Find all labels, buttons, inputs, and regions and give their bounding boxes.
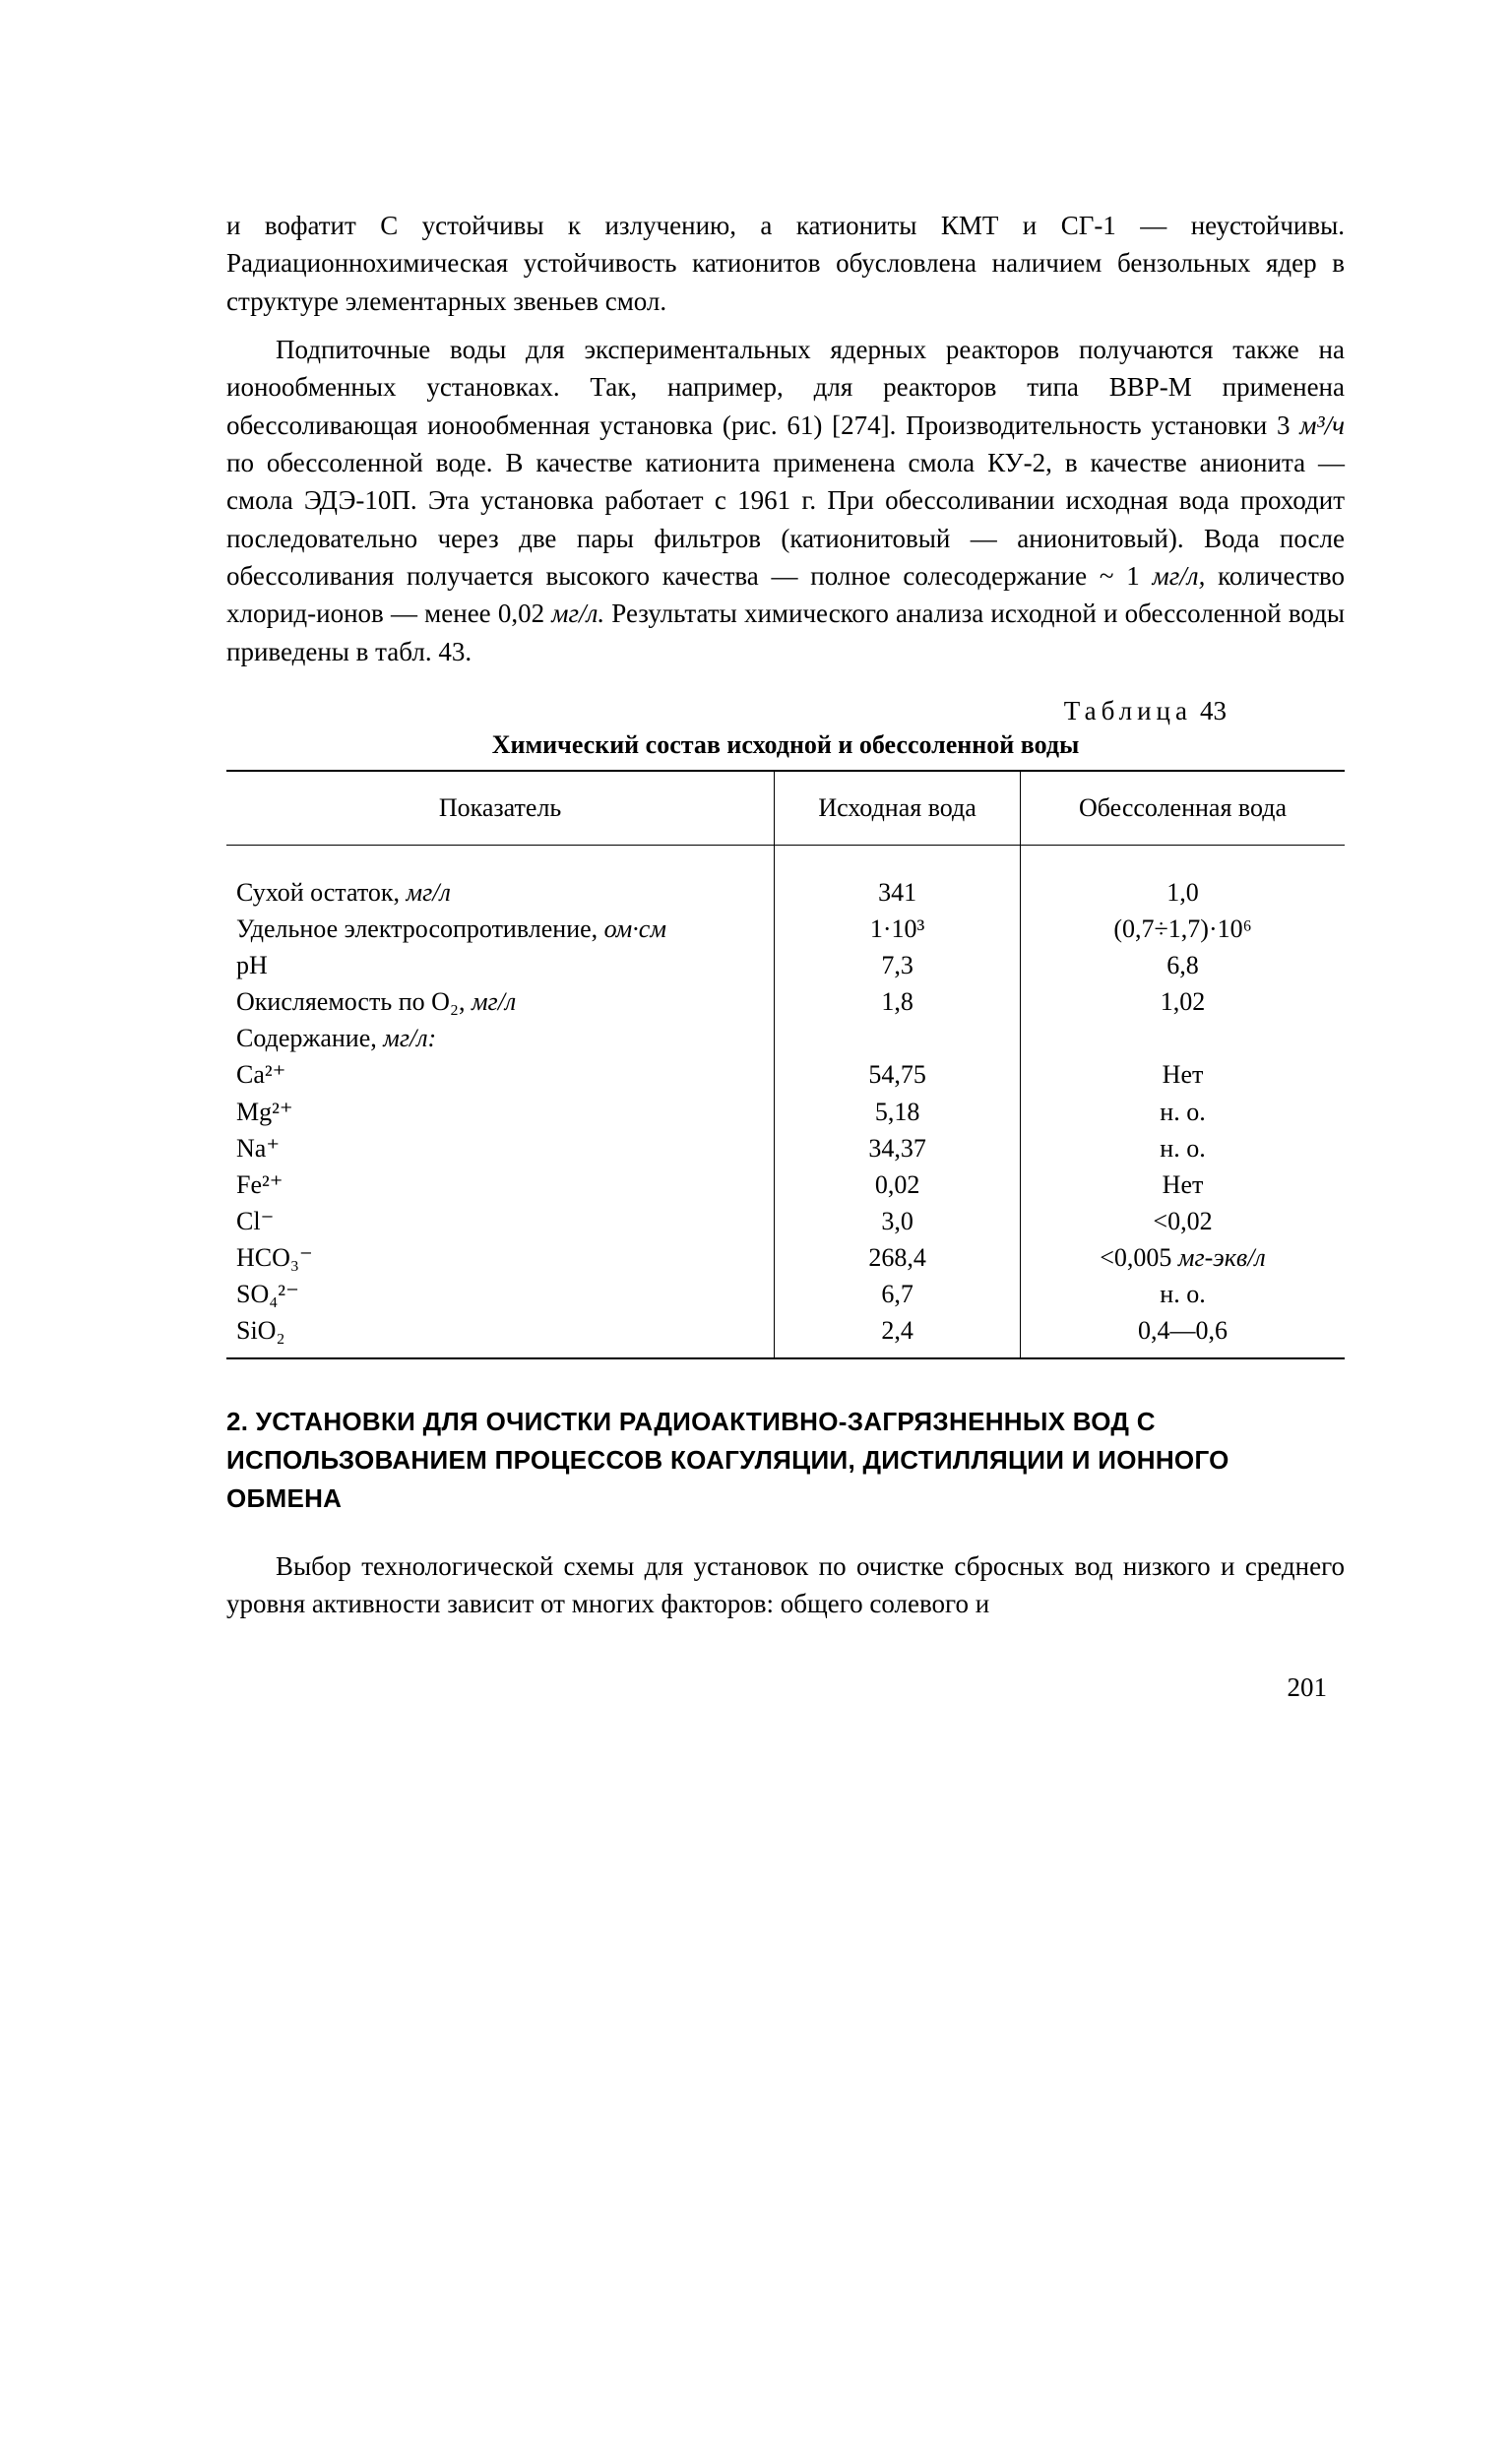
cell-source-water: 6,7	[775, 1276, 1021, 1312]
cell-source-water: 1,8	[775, 983, 1021, 1020]
cell-source-water: 3,0	[775, 1203, 1021, 1239]
cell-source-water	[775, 1020, 1021, 1056]
cell-indicator: SiO₂	[226, 1312, 775, 1358]
cell-source-water: 54,75	[775, 1056, 1021, 1093]
cell-indicator: Удельное электросопротивление, ом·см	[226, 911, 775, 947]
p2-unit-1: м³/ч	[1299, 410, 1345, 440]
cell-indicator: Na⁺	[226, 1130, 775, 1166]
cell-source-water: 341	[775, 845, 1021, 911]
table-row: HCO₃⁻268,4<0,005 мг-экв/л	[226, 1239, 1345, 1276]
cell-desalted-water: Нет	[1021, 1166, 1345, 1203]
page-number: 201	[226, 1672, 1345, 1703]
col-header-3: Обессоленная вода	[1021, 771, 1345, 846]
table-row: pH7,36,8	[226, 947, 1345, 983]
p2-unit-2: мг/л,	[1153, 561, 1206, 591]
table-row: Na⁺34,37н. о.	[226, 1130, 1345, 1166]
cell-source-water: 268,4	[775, 1239, 1021, 1276]
col-header-2: Исходная вода	[775, 771, 1021, 846]
table-row: Окисляемость по O₂, мг/л1,81,02	[226, 983, 1345, 1020]
table-header-row: Показатель Исходная вода Обессоленная во…	[226, 771, 1345, 846]
section-heading: 2. УСТАНОВКИ ДЛЯ ОЧИСТКИ РАДИОАКТИВНО-ЗА…	[226, 1403, 1345, 1518]
table-label-word: Таблица	[1064, 696, 1192, 725]
cell-desalted-water: н. о.	[1021, 1130, 1345, 1166]
cell-source-water: 2,4	[775, 1312, 1021, 1358]
data-table: Показатель Исходная вода Обессоленная во…	[226, 770, 1345, 1359]
table-label: Таблица 43	[226, 696, 1345, 726]
table-row: Fe²⁺0,02Нет	[226, 1166, 1345, 1203]
table-row: Сухой остаток, мг/л3411,0	[226, 845, 1345, 911]
cell-desalted-water: н. о.	[1021, 1094, 1345, 1130]
cell-desalted-water: <0,005 мг-экв/л	[1021, 1239, 1345, 1276]
cell-indicator: Ca²⁺	[226, 1056, 775, 1093]
cell-indicator: SO₄²⁻	[226, 1276, 775, 1312]
cell-indicator: Mg²⁺	[226, 1094, 775, 1130]
cell-indicator: Окисляемость по O₂, мг/л	[226, 983, 775, 1020]
cell-indicator: Fe²⁺	[226, 1166, 775, 1203]
cell-desalted-water: н. о.	[1021, 1276, 1345, 1312]
cell-source-water: 5,18	[775, 1094, 1021, 1130]
p2-part-a: Подпиточные воды для экспериментальных я…	[226, 335, 1345, 440]
table-row: Cl⁻3,0<0,02	[226, 1203, 1345, 1239]
paragraph-2: Подпиточные воды для экспериментальных я…	[226, 331, 1345, 670]
cell-indicator: Сухой остаток, мг/л	[226, 845, 775, 911]
cell-indicator: HCO₃⁻	[226, 1239, 775, 1276]
table-caption: Химический состав исходной и обессоленно…	[226, 730, 1345, 760]
cell-indicator: Cl⁻	[226, 1203, 775, 1239]
cell-desalted-water: Нет	[1021, 1056, 1345, 1093]
cell-source-water: 1·10³	[775, 911, 1021, 947]
paragraph-1: и вофатит С устойчивы к излучению, а кат…	[226, 207, 1345, 320]
table-row: Mg²⁺5,18н. о.	[226, 1094, 1345, 1130]
table-label-number: 43	[1200, 696, 1227, 725]
cell-desalted-water: 1,0	[1021, 845, 1345, 911]
cell-desalted-water: <0,02	[1021, 1203, 1345, 1239]
cell-source-water: 0,02	[775, 1166, 1021, 1203]
p2-unit-3: мг/л.	[551, 598, 604, 628]
cell-source-water: 34,37	[775, 1130, 1021, 1166]
cell-desalted-water	[1021, 1020, 1345, 1056]
cell-source-water: 7,3	[775, 947, 1021, 983]
table-row: Ca²⁺54,75Нет	[226, 1056, 1345, 1093]
cell-desalted-water: 1,02	[1021, 983, 1345, 1020]
table-row: SiO₂2,40,4—0,6	[226, 1312, 1345, 1358]
col-header-1: Показатель	[226, 771, 775, 846]
cell-desalted-water: (0,7÷1,7)·10⁶	[1021, 911, 1345, 947]
cell-desalted-water: 6,8	[1021, 947, 1345, 983]
cell-indicator: Содержание, мг/л:	[226, 1020, 775, 1056]
paragraph-3: Выбор технологической схемы для установо…	[226, 1547, 1345, 1623]
table-row: Удельное электросопротивление, ом·см1·10…	[226, 911, 1345, 947]
table-row: Содержание, мг/л:	[226, 1020, 1345, 1056]
cell-indicator: pH	[226, 947, 775, 983]
table-row: SO₄²⁻6,7н. о.	[226, 1276, 1345, 1312]
cell-desalted-water: 0,4—0,6	[1021, 1312, 1345, 1358]
